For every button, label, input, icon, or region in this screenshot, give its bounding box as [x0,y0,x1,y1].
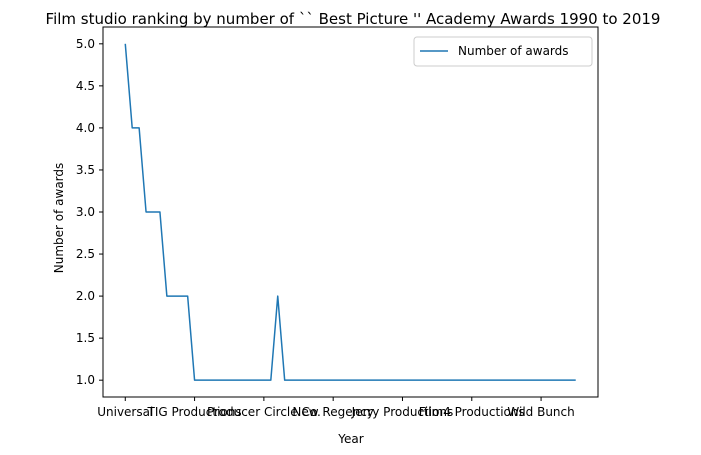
legend: Number of awards [413,36,593,67]
y-tick-label-2: 2.0 [76,289,95,303]
x-tick-label-0: Universal [97,405,153,419]
y-tick-label-7: 4.5 [76,79,95,93]
y-tick-label-0: 1.0 [76,373,95,387]
y-axis: 1.0 1.5 2.0 2.5 3.0 3.5 4.0 4.5 5.0 [76,37,103,387]
x-tick-label-2: Producer Circle Co. [207,405,321,419]
y-axis-label: Number of awards [52,163,66,274]
chart-title: Film studio ranking by number of `` Best… [46,10,661,28]
y-tick-label-5: 3.5 [76,163,95,177]
legend-entry-label: Number of awards [458,44,569,58]
x-tick-label-4: Jerry Productions [351,405,454,419]
y-tick-label-1: 1.5 [76,331,95,345]
y-tick-label-6: 4.0 [76,121,95,135]
series-line [124,43,576,381]
legend-box [413,36,593,67]
y-tick-label-3: 2.5 [76,247,95,261]
y-tick-label-8: 5.0 [76,37,95,51]
x-tick-label-5: Film4 Productions [419,405,525,419]
x-tick-label-1: TIG Productions [147,405,242,419]
plot-frame [102,26,599,398]
y-tick-label-4: 3.0 [76,205,95,219]
plot-area [102,26,599,398]
x-tick-label-3: New Regency [292,405,373,419]
x-axis-label: Year [337,432,363,446]
x-tick-label-6: Wild Bunch [507,405,574,419]
